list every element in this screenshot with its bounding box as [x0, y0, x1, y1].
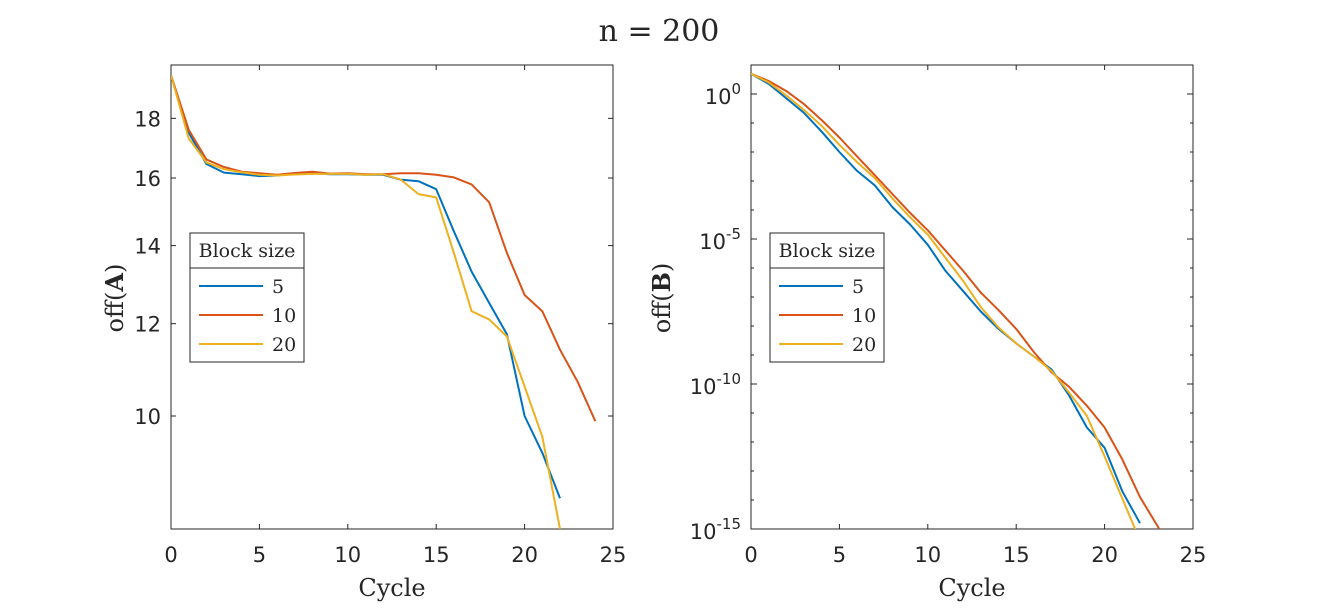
x-tick-label-a: 25 — [600, 543, 627, 567]
x-tick-label-a: 0 — [164, 543, 177, 567]
x-tick-label-b: 25 — [1180, 543, 1207, 567]
x-axis-label-b: Cycle — [938, 574, 1005, 602]
x-tick-label-b: 15 — [1003, 543, 1030, 567]
chart-off-b: off(B) Cycle 0 5 10 15 20 25 10-15 10-10 10-5 100… — [647, 64, 1207, 602]
x-tick-label-b: 10 — [914, 543, 941, 567]
x-tick-label-b: 5 — [833, 543, 846, 567]
chart-off-a: off(A) Cycle 0 5 10 15 20 25 10 12 14 16 18 Block s… — [100, 64, 627, 602]
legend-title-a: Block size — [199, 240, 296, 262]
x-axis-label-a: Cycle — [358, 574, 425, 602]
y-tick-label-a: 12 — [134, 313, 161, 337]
y-tick-label-a: 18 — [134, 107, 161, 131]
y-axis-label-b: off(B) — [647, 263, 676, 334]
series-line-b-10 — [751, 72, 1161, 529]
legend-label-b-10: 10 — [852, 305, 876, 327]
y-tick-label-a: 14 — [134, 235, 161, 259]
x-tick-label-a: 20 — [511, 543, 538, 567]
x-tick-label-a: 15 — [423, 543, 450, 567]
x-tick-label-b: 0 — [744, 543, 757, 567]
legend-label-a-20: 20 — [272, 334, 296, 356]
figure-title: n = 200 — [599, 14, 720, 49]
y-tick-label-a: 16 — [134, 167, 161, 191]
y-tick-label-a: 10 — [134, 405, 161, 429]
series-line-b-20 — [751, 72, 1137, 529]
legend-title-b: Block size — [779, 240, 876, 262]
x-tick-label-a: 10 — [334, 543, 361, 567]
series-line-a-20 — [171, 74, 561, 529]
x-tick-label-b: 20 — [1091, 543, 1118, 567]
legend-label-b-5: 5 — [852, 276, 864, 298]
y-tick-label-b: 10-5 — [699, 225, 741, 254]
x-tick-label-a: 5 — [253, 543, 266, 567]
y-tick-label-b: 10-10 — [690, 370, 741, 399]
legend-label-a-5: 5 — [272, 276, 284, 298]
legend-label-b-20: 20 — [852, 334, 876, 356]
axes-box-a — [170, 64, 614, 530]
y-tick-label-b: 100 — [705, 80, 741, 109]
legend-b: Block size 5 10 20 — [769, 232, 885, 363]
legend-a: Block size 5 10 20 — [189, 232, 305, 363]
legend-box-b — [769, 232, 885, 363]
y-tick-label-b: 10-15 — [690, 515, 741, 544]
legend-box-a — [189, 232, 305, 363]
legend-label-a-10: 10 — [272, 305, 296, 327]
series-line-b-5 — [751, 72, 1141, 524]
y-axis-label-a: off(A) — [100, 264, 129, 333]
